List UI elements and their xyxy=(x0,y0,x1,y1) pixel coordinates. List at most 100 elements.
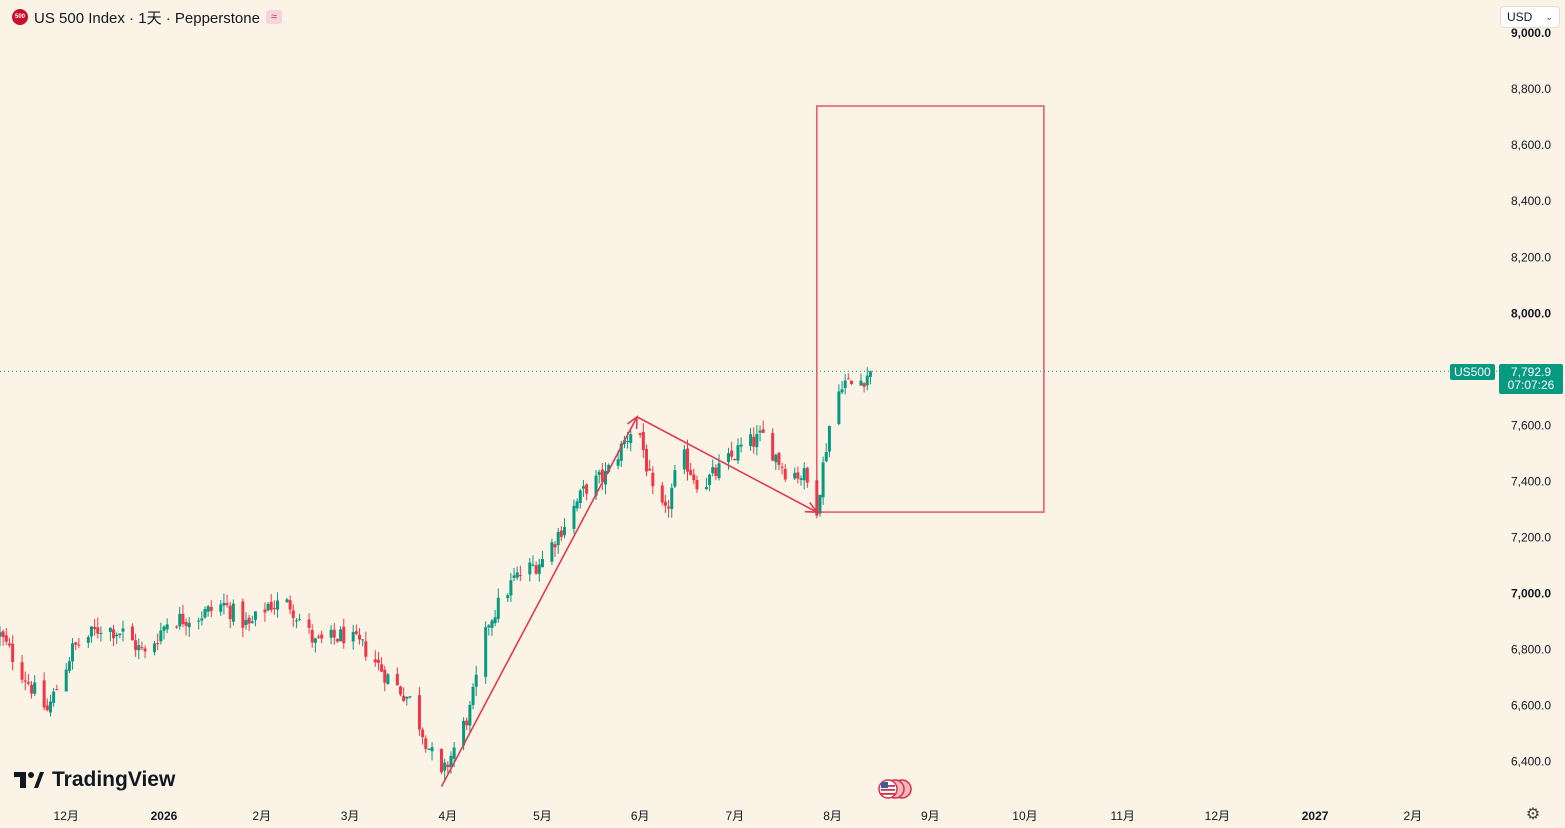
candle-body xyxy=(645,449,649,472)
candle-body xyxy=(11,643,15,663)
candle-body xyxy=(4,635,8,642)
drawings-layer[interactable] xyxy=(440,105,1045,787)
candle-body xyxy=(550,542,554,562)
candle-body xyxy=(263,609,267,613)
candle-body xyxy=(421,729,425,738)
candle-body xyxy=(563,527,567,536)
candle-body xyxy=(616,459,620,466)
candle-body xyxy=(490,620,494,628)
candle-body xyxy=(619,443,623,461)
trend-arrow-line[interactable] xyxy=(440,416,638,787)
candle-body xyxy=(89,626,93,637)
candle-body xyxy=(386,674,390,684)
candle-body xyxy=(159,630,163,642)
trend-arrow-line[interactable] xyxy=(636,416,818,513)
candle-body xyxy=(821,462,825,498)
candle-body xyxy=(253,611,257,620)
candle-body xyxy=(449,755,453,768)
candle-body xyxy=(774,454,778,463)
candle-body xyxy=(736,445,740,461)
candle-body xyxy=(405,696,409,699)
x-tick-label: 4月 xyxy=(438,809,457,823)
candle-body xyxy=(335,638,339,642)
wave-icon[interactable]: ≈ xyxy=(265,10,282,24)
target-rectangle[interactable] xyxy=(816,105,1045,513)
candle-body xyxy=(162,626,166,631)
x-tick-label: 2027 xyxy=(1302,809,1329,823)
candle-body xyxy=(86,637,90,643)
tradingview-mark-icon xyxy=(14,772,44,788)
candle-body xyxy=(692,474,696,481)
y-tick-label: 8,800.0 xyxy=(1511,82,1551,96)
candle-body xyxy=(266,604,270,611)
x-tick-label: 5月 xyxy=(533,809,552,823)
candle-body xyxy=(317,636,321,638)
candle-body xyxy=(26,682,30,684)
y-tick-label: 8,400.0 xyxy=(1511,194,1551,208)
candle-body xyxy=(399,686,403,695)
candle-body xyxy=(20,662,24,680)
x-tick-label: 11月 xyxy=(1110,809,1134,823)
candle-body xyxy=(443,762,447,771)
candle-body xyxy=(140,647,144,649)
candle-body xyxy=(600,469,604,482)
candle-body xyxy=(417,695,421,730)
candle-body xyxy=(354,631,358,634)
candle-body xyxy=(496,597,500,619)
y-tick-label: 6,800.0 xyxy=(1511,642,1551,656)
candle-body xyxy=(1,631,5,638)
candle-body xyxy=(578,490,582,503)
candle-body xyxy=(181,613,185,625)
candle-body xyxy=(843,380,847,389)
x-tick-label: 2月 xyxy=(1404,809,1423,823)
price-axis[interactable]: 9,000.0 8,800.0 8,600.0 8,400.0 8,200.0 8,000… xyxy=(1511,26,1551,768)
candle-body xyxy=(99,632,103,634)
candle-body xyxy=(749,434,753,447)
candle-body xyxy=(33,682,37,694)
candle-body xyxy=(865,375,869,386)
settings-gear-icon[interactable]: ⚙ xyxy=(1525,806,1541,823)
candle-body xyxy=(638,433,642,435)
candle-body xyxy=(112,629,116,639)
y-tick-label: 6,400.0 xyxy=(1511,754,1551,768)
chevron-down-icon: ⌄ xyxy=(1545,11,1553,22)
candle-body xyxy=(288,600,292,610)
candle-body xyxy=(755,433,759,448)
x-tick-label: 2026 xyxy=(151,809,178,823)
candle-body xyxy=(572,505,576,529)
candle-body xyxy=(427,748,431,750)
candle-body xyxy=(342,626,346,644)
candle-body xyxy=(802,468,806,481)
symbol-logo-icon[interactable]: 500 xyxy=(12,9,28,25)
candle-body xyxy=(673,470,677,487)
candle-body xyxy=(783,468,787,480)
candle-body xyxy=(118,633,122,636)
candle-body xyxy=(474,674,478,687)
candle-body xyxy=(641,432,645,450)
candle-body xyxy=(686,448,690,472)
symbol-title[interactable]: US 500 Index · 1天 · Pepperstone xyxy=(34,9,260,27)
candle-body xyxy=(96,627,100,634)
x-tick-label: 8月 xyxy=(823,809,842,823)
candle-body xyxy=(559,530,563,537)
tradingview-logo[interactable]: TradingView xyxy=(14,768,175,792)
candles-layer xyxy=(0,367,872,781)
currency-select[interactable]: USD ⌄ xyxy=(1500,6,1560,28)
candle-body xyxy=(115,634,119,637)
candle-body xyxy=(796,472,800,479)
candle-body xyxy=(846,378,850,380)
time-axis[interactable]: 12月 2026 2月 3月 4月 5月 6月 7月 8月 9月 10月 11月 12月 2027 2月 xyxy=(54,809,1423,823)
candle-body xyxy=(859,380,863,386)
candle-body xyxy=(165,624,169,630)
candle-body xyxy=(840,389,844,393)
candle-body xyxy=(77,644,81,646)
candle-body xyxy=(708,474,712,486)
y-tick-label: 9,000.0 xyxy=(1511,26,1551,40)
candle-body xyxy=(465,720,469,726)
us-economic-events-icon[interactable] xyxy=(878,779,914,799)
candle-body xyxy=(626,440,630,442)
candle-body xyxy=(849,380,853,384)
candle-body xyxy=(175,626,179,628)
y-tick-label: 8,200.0 xyxy=(1511,250,1551,264)
